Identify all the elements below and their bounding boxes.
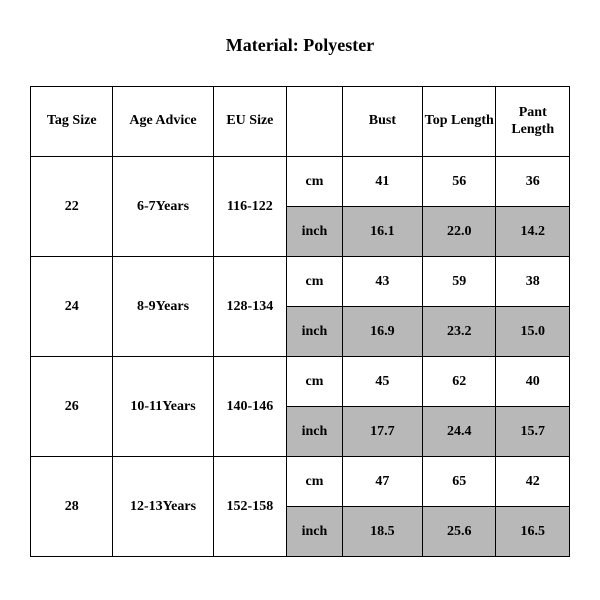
cell-eu-size: 116-122 — [213, 157, 287, 257]
cell-unit-cm: cm — [287, 457, 343, 507]
cell-tag-size: 24 — [31, 257, 113, 357]
cell-pant-cm: 38 — [496, 257, 570, 307]
cell-top-cm: 65 — [422, 457, 496, 507]
cell-bust-inch: 16.1 — [342, 207, 422, 257]
table-header-row: Tag Size Age Advice EU Size Bust Top Len… — [31, 87, 570, 157]
col-bust: Bust — [342, 87, 422, 157]
cell-tag-size: 26 — [31, 357, 113, 457]
cell-unit-cm: cm — [287, 357, 343, 407]
cell-pant-inch: 14.2 — [496, 207, 570, 257]
cell-eu-size: 152-158 — [213, 457, 287, 557]
page-title: Material: Polyester — [30, 35, 570, 56]
cell-age-advice: 8-9Years — [113, 257, 213, 357]
cell-bust-cm: 45 — [342, 357, 422, 407]
cell-eu-size: 128-134 — [213, 257, 287, 357]
col-age-advice: Age Advice — [113, 87, 213, 157]
table-row: 22 6-7Years 116-122 cm 41 56 36 — [31, 157, 570, 207]
cell-tag-size: 28 — [31, 457, 113, 557]
cell-unit-inch: inch — [287, 207, 343, 257]
cell-bust-cm: 43 — [342, 257, 422, 307]
cell-bust-inch: 18.5 — [342, 507, 422, 557]
cell-bust-cm: 41 — [342, 157, 422, 207]
cell-bust-inch: 16.9 — [342, 307, 422, 357]
cell-top-cm: 62 — [422, 357, 496, 407]
cell-bust-cm: 47 — [342, 457, 422, 507]
table-row: 26 10-11Years 140-146 cm 45 62 40 — [31, 357, 570, 407]
col-pant-length: Pant Length — [496, 87, 570, 157]
col-unit — [287, 87, 343, 157]
col-top-length: Top Length — [422, 87, 496, 157]
cell-pant-inch: 16.5 — [496, 507, 570, 557]
cell-pant-inch: 15.0 — [496, 307, 570, 357]
cell-pant-inch: 15.7 — [496, 407, 570, 457]
cell-pant-cm: 40 — [496, 357, 570, 407]
cell-eu-size: 140-146 — [213, 357, 287, 457]
cell-age-advice: 10-11Years — [113, 357, 213, 457]
cell-top-cm: 56 — [422, 157, 496, 207]
cell-unit-cm: cm — [287, 257, 343, 307]
cell-unit-inch: inch — [287, 407, 343, 457]
cell-unit-inch: inch — [287, 507, 343, 557]
cell-age-advice: 12-13Years — [113, 457, 213, 557]
cell-bust-inch: 17.7 — [342, 407, 422, 457]
col-tag-size: Tag Size — [31, 87, 113, 157]
cell-age-advice: 6-7Years — [113, 157, 213, 257]
cell-pant-cm: 42 — [496, 457, 570, 507]
cell-unit-cm: cm — [287, 157, 343, 207]
table-row: 24 8-9Years 128-134 cm 43 59 38 — [31, 257, 570, 307]
cell-top-inch: 22.0 — [422, 207, 496, 257]
size-table: Tag Size Age Advice EU Size Bust Top Len… — [30, 86, 570, 557]
cell-top-inch: 24.4 — [422, 407, 496, 457]
cell-top-inch: 23.2 — [422, 307, 496, 357]
cell-pant-cm: 36 — [496, 157, 570, 207]
cell-tag-size: 22 — [31, 157, 113, 257]
table-row: 28 12-13Years 152-158 cm 47 65 42 — [31, 457, 570, 507]
cell-top-cm: 59 — [422, 257, 496, 307]
col-eu-size: EU Size — [213, 87, 287, 157]
cell-top-inch: 25.6 — [422, 507, 496, 557]
cell-unit-inch: inch — [287, 307, 343, 357]
